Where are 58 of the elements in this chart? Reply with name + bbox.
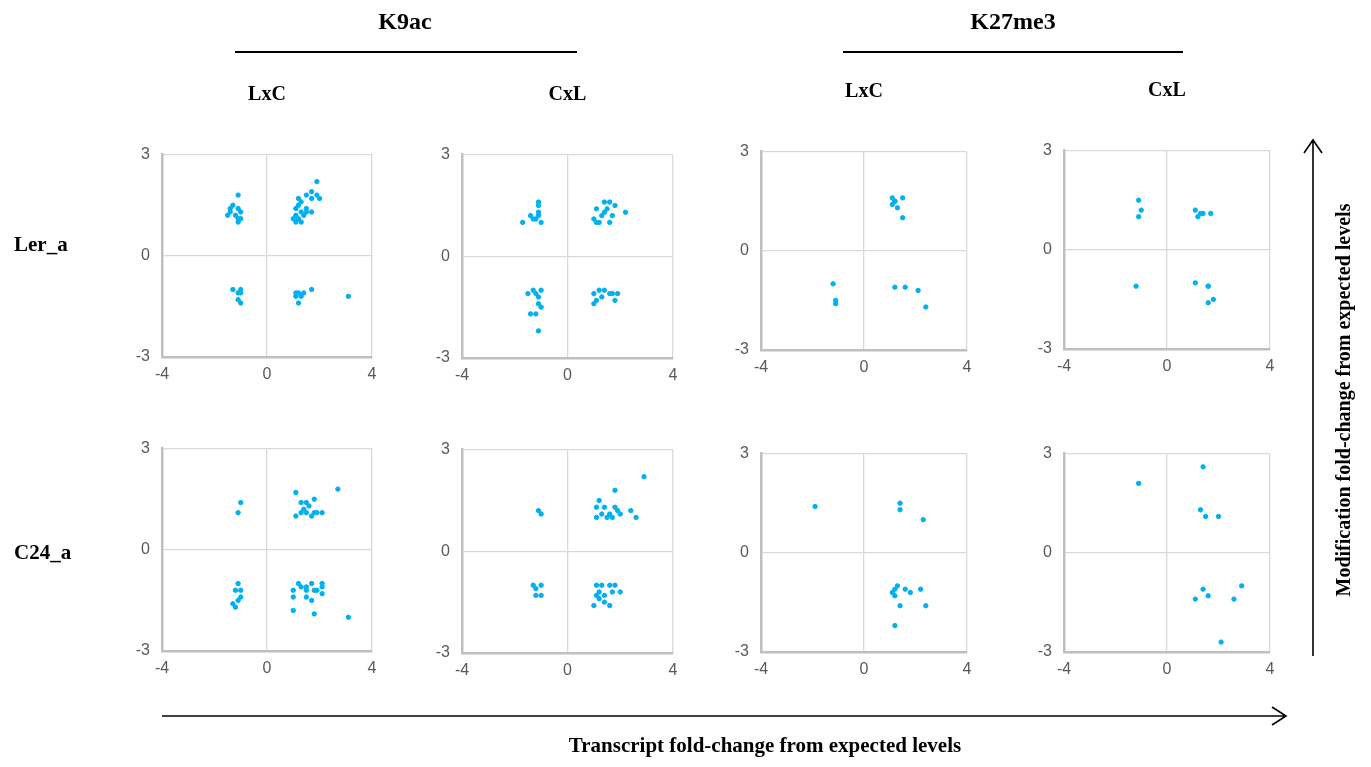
y-tick-label: -3 — [734, 340, 750, 358]
y-tick-label: -3 — [1037, 642, 1053, 660]
x-tick-label: 0 — [1162, 660, 1172, 678]
x-tick-label: 4 — [668, 366, 678, 384]
x-tick-label: -4 — [154, 365, 170, 383]
chart-title: CxL — [1148, 78, 1186, 101]
chart-title: CxL — [548, 82, 587, 105]
y-tick-label: 3 — [441, 440, 451, 458]
x-tick-label: -4 — [454, 661, 470, 679]
y-tick-label: 0 — [740, 543, 750, 561]
x-tick-label: 0 — [563, 661, 573, 679]
y-tick-label: 0 — [141, 540, 151, 558]
text: Ler_a — [14, 232, 68, 257]
y-tick-label: 0 — [740, 241, 750, 259]
y-tick-label: 3 — [1043, 444, 1053, 462]
x-tick-label: 0 — [262, 365, 272, 383]
text: K9ac — [378, 8, 432, 35]
x-tick-label: -4 — [454, 366, 470, 384]
chart-title: LxC — [845, 79, 883, 102]
y-tick-label: 0 — [441, 246, 451, 264]
x-tick-label: 4 — [1265, 357, 1275, 375]
x-tick-label: -4 — [154, 659, 170, 677]
x-tick-label: 4 — [367, 659, 377, 677]
y-tick-label: -3 — [435, 348, 451, 366]
text: K27me3 — [970, 8, 1056, 35]
chart-title: LxC — [248, 82, 286, 105]
x-tick-label: 0 — [859, 358, 869, 376]
x-tick-label: 0 — [563, 366, 573, 384]
y-tick-label: 0 — [1043, 543, 1053, 561]
x-tick-label: 4 — [367, 365, 377, 383]
y-tick-label: -3 — [734, 642, 750, 660]
y-tick-label: 3 — [740, 142, 750, 160]
x-tick-label: -4 — [753, 660, 769, 678]
x-tick-label: 4 — [668, 661, 678, 679]
x-tick-label: 4 — [962, 358, 972, 376]
x-tick-label: 0 — [859, 660, 869, 678]
y-tick-label: 3 — [1043, 141, 1053, 159]
x-tick-label: -4 — [1056, 357, 1072, 375]
y-tick-label: 0 — [141, 246, 151, 264]
y-tick-label: 3 — [141, 439, 151, 457]
y-tick-label: 3 — [740, 444, 750, 462]
y-tick-label: -3 — [135, 641, 151, 659]
y-tick-label: -3 — [135, 347, 151, 365]
x-tick-label: 0 — [262, 659, 272, 677]
y-tick-label: 0 — [441, 541, 451, 559]
x-tick-label: 4 — [1265, 660, 1275, 678]
y-tick-label: 3 — [141, 145, 151, 163]
y-tick-label: -3 — [435, 643, 451, 661]
y-tick-label: -3 — [1037, 339, 1053, 357]
y-axis-title: Modification fold-change from expected levels — [1331, 203, 1355, 597]
y-tick-label: 0 — [1043, 240, 1053, 258]
x-tick-label: -4 — [1056, 660, 1072, 678]
x-tick-label: -4 — [753, 358, 769, 376]
x-tick-label: 4 — [962, 660, 972, 678]
x-tick-label: 0 — [1162, 357, 1172, 375]
y-tick-label: 3 — [441, 145, 451, 163]
x-axis-title: Transcript fold-change from expected levels — [568, 733, 962, 758]
text: C24_a — [14, 540, 72, 565]
